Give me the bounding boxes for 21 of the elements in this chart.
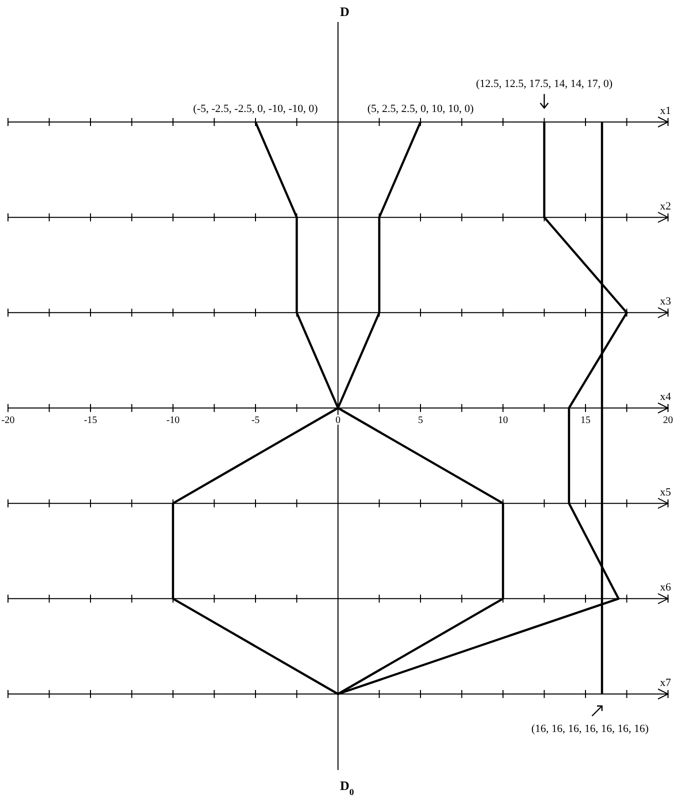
x-tick-label: 10 <box>498 415 508 426</box>
x-tick-label: -15 <box>84 415 98 426</box>
y-tick-label: x7 <box>660 677 672 689</box>
y-tick-label: x3 <box>660 296 672 308</box>
x-tick-label: 20 <box>663 415 673 426</box>
annotation: (12.5, 12.5, 17.5, 14, 14, 17, 0) <box>476 78 613 90</box>
annotation: (-5, -2.5, -2.5, 0, -10, -10, 0) <box>193 103 318 115</box>
y-tick-label: x5 <box>660 486 672 498</box>
x-tick-label: 15 <box>580 415 590 426</box>
annotation: (16, 16, 16, 16, 16, 16, 16) <box>531 723 649 735</box>
y-tick-label: x2 <box>660 200 671 212</box>
y-axis-title: D <box>340 4 350 19</box>
y-tick-label: x4 <box>660 391 672 403</box>
x-tick-label: 5 <box>418 415 423 426</box>
x-tick-label: -20 <box>1 415 15 426</box>
y-tick-label: x1 <box>660 105 671 117</box>
x-tick-label: -10 <box>166 415 180 426</box>
x-tick-label: -5 <box>251 415 260 426</box>
x-axis-title: D$_{0}$ <box>340 778 354 797</box>
y-tick-label: x6 <box>660 582 672 594</box>
annotation: (5, 2.5, 2.5, 0, 10, 10, 0) <box>367 103 474 115</box>
